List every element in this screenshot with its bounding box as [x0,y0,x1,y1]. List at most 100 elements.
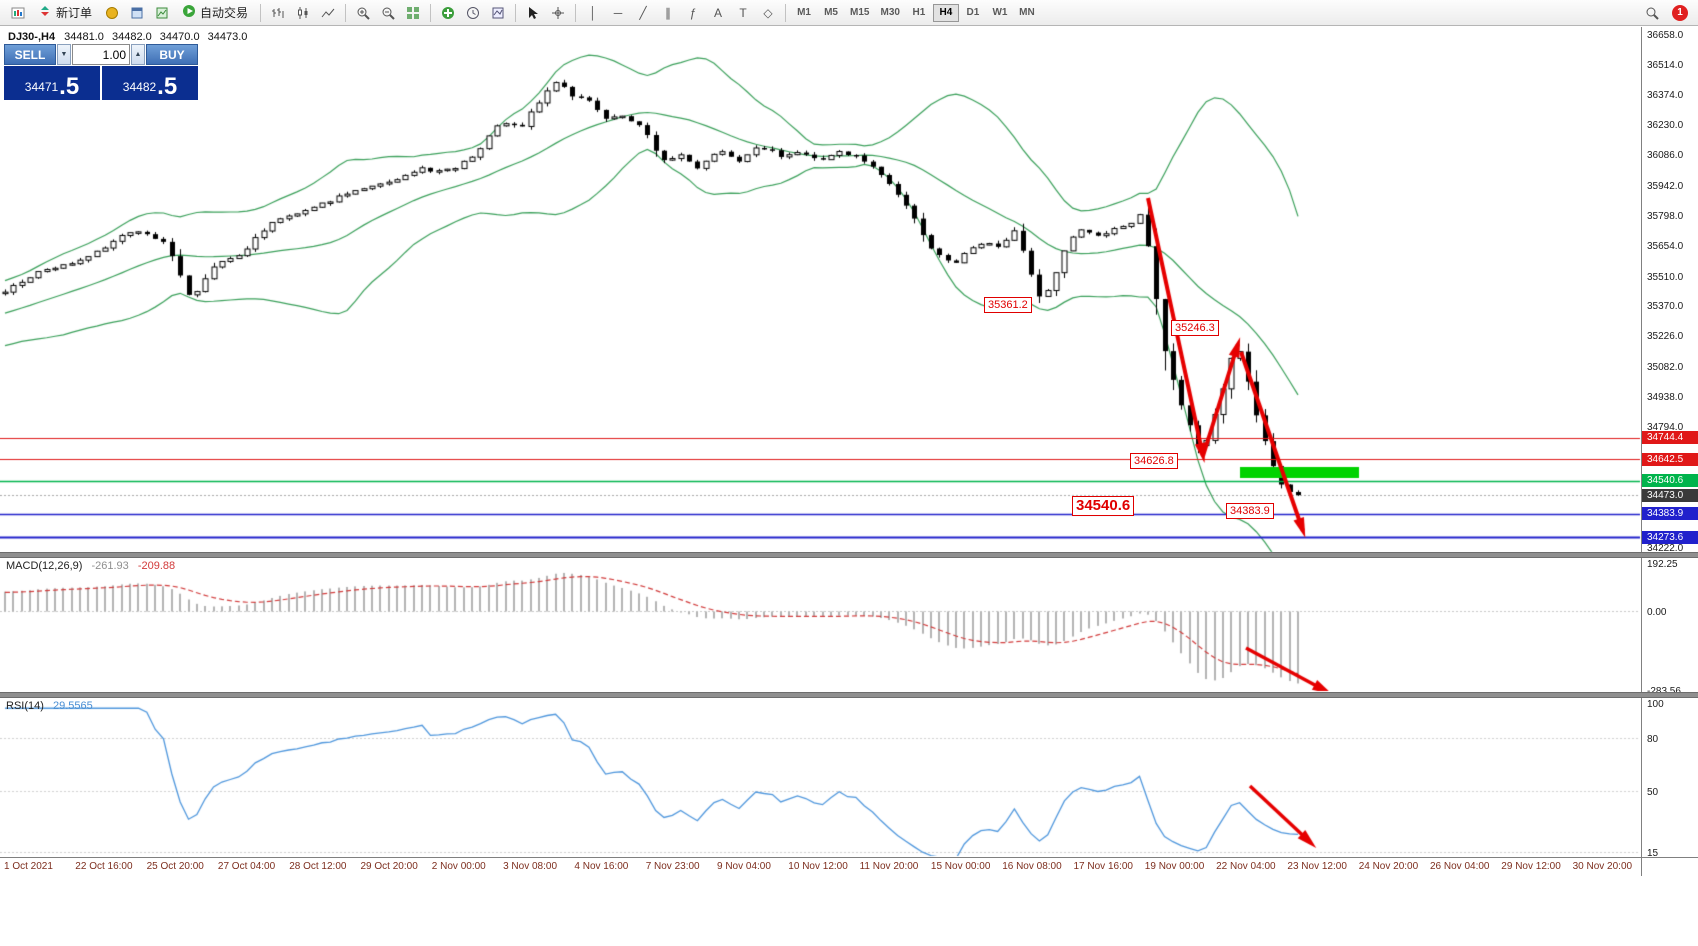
timeframe-w1-button[interactable]: W1 [987,4,1013,22]
sell-button[interactable]: SELL [4,44,56,65]
channel-icon[interactable]: ∥ [665,5,672,20]
toolbar-separator [575,3,577,22]
price-tag[interactable]: 34626.8 [1130,453,1178,469]
price-level-label: 34473.0 [1642,488,1698,502]
search-icon[interactable] [1640,2,1664,24]
time-tick: 22 Oct 16:00 [75,861,133,872]
new-order-button[interactable]: 新订单 [31,3,99,23]
line-chart-icon[interactable] [316,2,340,24]
time-tick: 11 Nov 20:00 [859,861,919,872]
macd-name: MACD(12,26,9) [6,560,83,572]
timeframe-h4-button[interactable]: H4 [932,3,959,22]
notification-badge[interactable]: 1 [1672,4,1688,21]
price-tick: 35942.0 [1647,180,1684,192]
symbol-name: DJ30-,H4 [8,31,56,43]
time-axis[interactable]: 1 Oct 2021 22 Oct 16:00 25 Oct 20:00 27 Oct… [0,859,1640,876]
price-level-label: 34642.5 [1642,452,1698,466]
time-tick: 4 Nov 16:00 [574,861,629,872]
timeframe-m15-button[interactable]: M15 [845,4,874,22]
lot-spinner[interactable]: ▲ [131,44,145,65]
periods-icon[interactable] [461,2,485,24]
price-tag[interactable]: 35246.3 [1171,320,1219,336]
price-tick: 34222.0 [1647,543,1684,554]
trendline-icon[interactable]: ╱ [639,5,647,20]
zoom-out-icon[interactable] [376,2,400,24]
sell-dropdown-button[interactable]: ▼ [57,44,71,65]
fibonacci-icon[interactable]: ƒ [689,5,697,20]
timeframe-mn-button[interactable]: MN [1014,4,1040,22]
price-tick: 35370.0 [1647,301,1684,313]
autotrade-button[interactable]: 自动交易 [175,3,255,23]
sell-price-display[interactable]: 34471 .5 [4,66,100,100]
toolbar-separator [515,3,517,22]
rsi-name: RSI(14) [6,700,44,712]
time-axis-separator [0,857,1698,858]
bar-chart-icon[interactable] [266,2,290,24]
time-tick: 23 Nov 12:00 [1287,861,1347,872]
buy-button[interactable]: BUY [146,44,198,65]
time-tick: 24 Nov 20:00 [1358,861,1419,872]
bar-open: 34481.0 [64,31,104,43]
candlestick-chart-icon[interactable] [291,2,315,24]
toolbar-separator [260,3,262,22]
price-tag[interactable]: 35361.2 [984,297,1032,313]
timeframe-d1-button[interactable]: D1 [960,4,986,22]
timeframe-m5-button[interactable]: M5 [818,4,844,22]
time-tick: 10 Nov 12:00 [788,861,848,872]
time-tick: 3 Nov 08:00 [503,861,558,872]
price-tag[interactable]: 34383.9 [1226,503,1274,519]
shapes-icon[interactable]: ◇ [763,5,773,20]
time-tick: 9 Nov 04:00 [717,861,771,872]
strategy-tester-icon[interactable] [150,2,174,24]
price-axis[interactable]: 36658.0 36514.0 36374.0 36230.0 36086.0 35942… [1641,27,1698,876]
cursor-icon[interactable] [521,2,545,24]
vertical-line-icon[interactable]: │ [589,5,597,20]
new-chart-icon[interactable] [6,2,30,24]
crosshair-icon[interactable] [546,2,570,24]
price-tick: 35510.0 [1647,271,1684,283]
timeframe-m1-button[interactable]: M1 [791,4,817,22]
label-icon[interactable]: T [739,5,747,20]
rsi-panel-separator[interactable] [0,692,1698,698]
time-tick: 19 Nov 00:00 [1144,861,1205,872]
timeframe-h1-button[interactable]: H1 [906,4,932,22]
macd-panel-separator[interactable] [0,552,1698,558]
rsi-label-row: RSI(14) 29.5565 [6,700,93,712]
tile-windows-icon[interactable] [401,2,425,24]
price-tick: 36086.0 [1647,150,1684,162]
macd-scale-tick: -283.56 [1647,686,1681,697]
toolbar: 新订单 自动交易 [0,0,1698,26]
rsi-scale-tick: 80 [1647,734,1659,746]
time-tick: 15 Nov 00:00 [930,861,991,872]
indicators-icon[interactable] [436,2,460,24]
templates-icon[interactable] [486,2,510,24]
rsi-value: 29.5565 [52,700,93,712]
timeframe-group: M1 M5 M15 M30 H1 H4 D1 W1 MN [791,3,1040,22]
price-tick: 34794.0 [1647,422,1684,434]
price-level-label: 34540.6 [1642,474,1698,488]
toolbar-separator [785,3,787,22]
timeframe-m30-button[interactable]: M30 [875,4,904,22]
horizontal-line-icon[interactable]: ─ [613,5,623,20]
time-tick: 16 Nov 08:00 [1002,861,1062,872]
lot-size-input[interactable] [73,45,129,64]
zoom-in-icon[interactable] [351,2,375,24]
data-window-icon[interactable] [125,2,149,24]
autotrade-label: 自动交易 [200,6,249,20]
market-watch-icon[interactable] [100,2,124,24]
lot-size-box [72,44,130,65]
buy-price-display[interactable]: 34482 .5 [102,66,198,100]
time-tick: 29 Oct 20:00 [360,861,418,872]
text-icon[interactable]: A [714,5,723,20]
price-tick: 36514.0 [1647,60,1684,72]
price-level-label: 34273.6 [1642,530,1698,544]
time-tick: 25 Oct 20:00 [146,861,204,872]
bar-low: 34470.0 [159,31,200,43]
price-level-label: 34383.9 [1642,507,1698,521]
new-order-label: 新订单 [56,6,93,20]
price-tag[interactable]: 34540.6 [1072,496,1135,516]
toolbar-right: 1 [1640,2,1692,24]
time-tick: 26 Nov 04:00 [1430,861,1490,872]
